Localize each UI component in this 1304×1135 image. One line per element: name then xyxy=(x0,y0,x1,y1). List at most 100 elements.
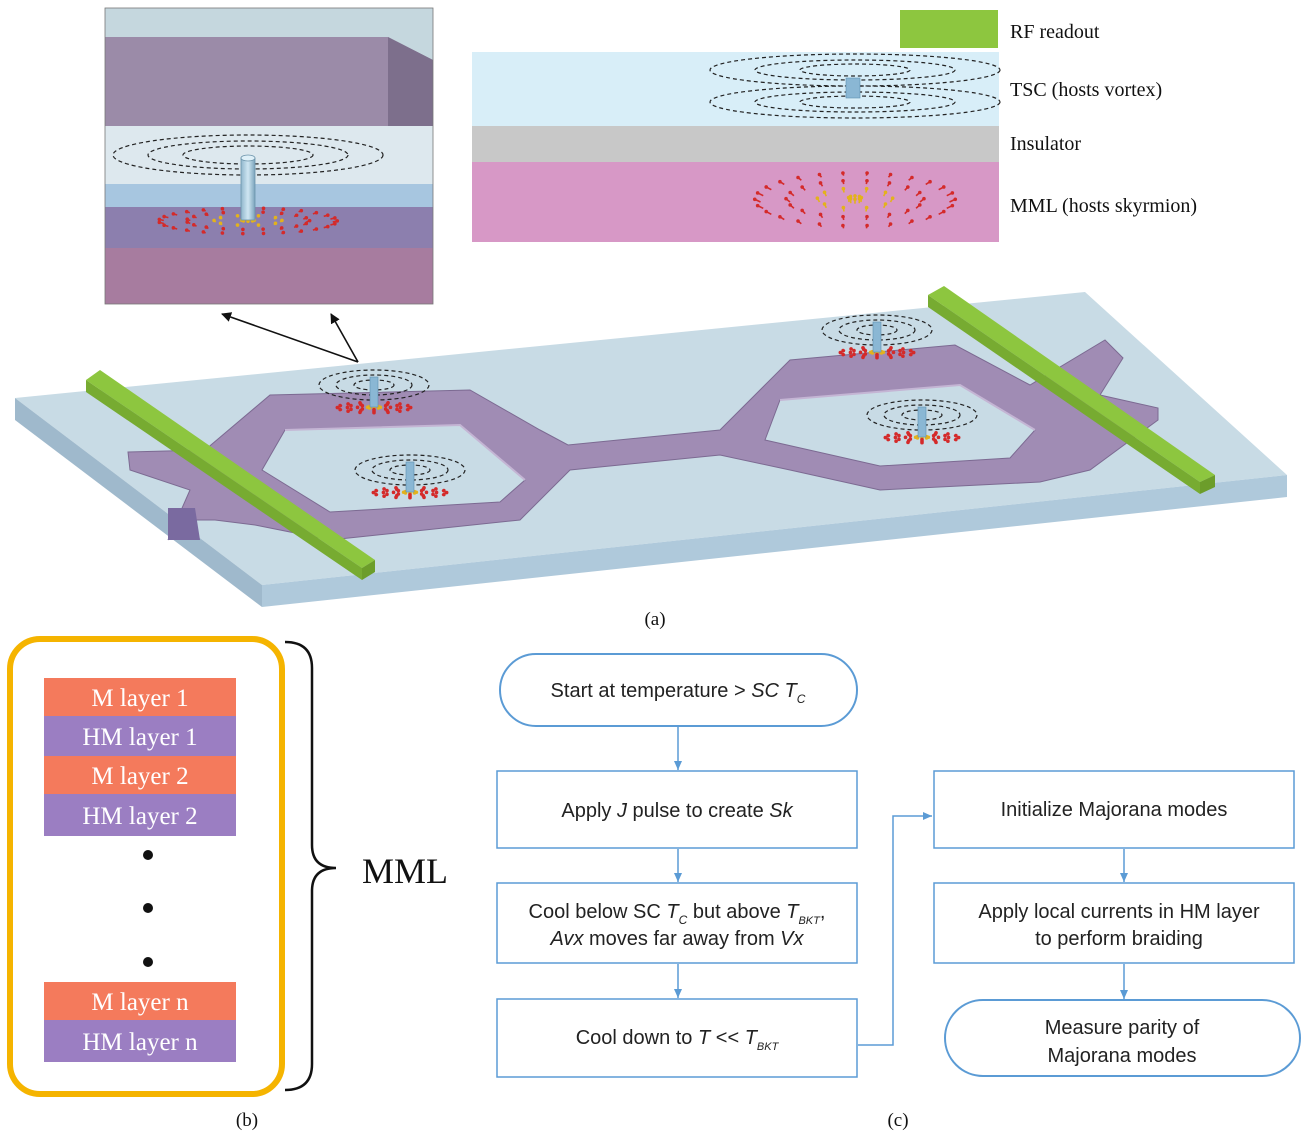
spin-head xyxy=(865,171,869,175)
spin-head xyxy=(281,230,286,235)
spin-head xyxy=(314,210,319,215)
spin-head xyxy=(185,220,190,224)
spin-head xyxy=(325,224,330,229)
spin-head xyxy=(256,213,261,218)
spin-head xyxy=(442,492,446,497)
flow-box-cool-down-text: Cool down to T << TBKT xyxy=(576,1027,780,1053)
spin-head xyxy=(894,439,898,444)
spin-head xyxy=(241,227,245,232)
spin-head xyxy=(307,218,312,223)
spin-head xyxy=(950,203,955,208)
flow-box-braiding-line2: to perform braiding xyxy=(1035,928,1203,950)
spin-head xyxy=(220,206,225,211)
spin-head xyxy=(434,487,438,491)
spin-head xyxy=(922,196,926,201)
spin-head xyxy=(355,405,360,410)
spin-head xyxy=(184,209,189,214)
vortex-core xyxy=(405,461,415,493)
rf-readout-bar-right xyxy=(928,286,1215,494)
spin-head xyxy=(422,495,426,500)
spin-head xyxy=(889,345,893,350)
spin-head xyxy=(883,435,888,440)
spin-head xyxy=(934,440,938,445)
spin-head xyxy=(431,492,435,497)
spin-head xyxy=(382,487,386,491)
spin-head xyxy=(358,400,362,405)
spin-head xyxy=(755,191,760,195)
spin-head xyxy=(386,400,390,405)
spin-head xyxy=(898,352,902,357)
spin-head xyxy=(434,494,438,499)
spin-head xyxy=(861,345,865,350)
spin-head xyxy=(888,172,893,177)
spin-head xyxy=(338,403,342,408)
spin-head xyxy=(901,347,905,351)
layer-m2 xyxy=(44,756,236,794)
spin-head xyxy=(853,194,857,198)
spin-head xyxy=(372,410,376,415)
spin-head xyxy=(442,488,446,493)
spin-head xyxy=(335,405,340,410)
insulator-layer xyxy=(472,126,999,162)
mml-brace xyxy=(284,640,337,1092)
spin-head xyxy=(162,214,166,219)
vortex-ring xyxy=(112,134,384,176)
spin-head xyxy=(204,225,209,229)
spin-head xyxy=(434,490,439,495)
spin-head xyxy=(422,485,426,490)
spin-head xyxy=(280,218,284,223)
spin-head xyxy=(906,208,910,213)
spin-head xyxy=(256,223,261,227)
spin-head xyxy=(897,437,901,442)
spin-head xyxy=(314,227,319,231)
spin-head xyxy=(398,405,403,410)
inset-vortex-core xyxy=(240,157,256,221)
spin-head xyxy=(841,223,845,228)
spin-head xyxy=(883,190,888,195)
spin-head xyxy=(444,490,449,495)
spin-head xyxy=(346,402,350,406)
spin-head xyxy=(887,181,892,185)
spin-head xyxy=(894,432,898,436)
spin-head xyxy=(349,403,353,408)
spin-head xyxy=(864,205,869,210)
flow-box-initialize-text: Initialize Majorana modes xyxy=(1001,799,1228,821)
spin-head xyxy=(911,350,916,355)
legend-skyrmion-spins xyxy=(752,171,958,229)
spin-head xyxy=(204,212,209,216)
spin-head xyxy=(184,228,189,232)
spin-head xyxy=(382,494,386,499)
layer-hm1-label: HM layer 1 xyxy=(82,724,197,751)
spin-head xyxy=(241,231,245,236)
spin-head xyxy=(192,214,196,219)
spin-head xyxy=(408,405,413,410)
spin-head xyxy=(261,210,265,214)
spin-head xyxy=(910,219,914,223)
spin-head xyxy=(822,190,827,195)
spin-head xyxy=(221,210,226,215)
spin-head xyxy=(220,231,225,235)
spin-head xyxy=(385,492,389,497)
spin-head xyxy=(903,435,908,440)
spin-head xyxy=(943,437,947,442)
spin-head xyxy=(858,350,863,355)
flow-box-braiding xyxy=(933,882,1295,964)
spin-head xyxy=(909,352,913,357)
layer-m1 xyxy=(44,678,236,716)
spin-head xyxy=(943,433,947,438)
insulator-label: Insulator xyxy=(1010,133,1081,155)
spin-head xyxy=(755,203,760,208)
spin-head xyxy=(192,223,196,227)
spin-head xyxy=(865,223,869,228)
spin-head xyxy=(388,405,393,410)
vortex-ring xyxy=(838,319,916,341)
tsc-label: TSC (hosts vortex) xyxy=(1010,79,1162,101)
spin-head xyxy=(857,194,862,199)
spin-head xyxy=(394,485,398,490)
spin-head xyxy=(901,350,906,355)
spin-head xyxy=(928,179,932,184)
spin-head xyxy=(778,215,782,219)
spin-head xyxy=(778,179,782,184)
spin-head xyxy=(946,432,950,436)
flow-box-initialize xyxy=(933,770,1295,849)
